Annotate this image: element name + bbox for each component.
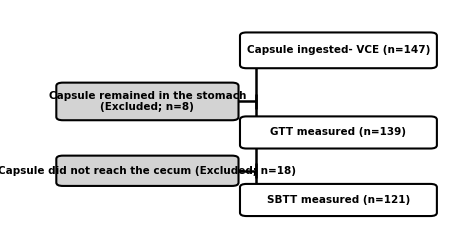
FancyBboxPatch shape <box>240 32 437 68</box>
FancyBboxPatch shape <box>240 116 437 149</box>
FancyBboxPatch shape <box>56 156 238 186</box>
Text: Capsule ingested- VCE (n=147): Capsule ingested- VCE (n=147) <box>247 45 430 55</box>
Text: Capsule did not reach the cecum (Excluded; n=18): Capsule did not reach the cecum (Exclude… <box>0 166 296 176</box>
Text: Capsule remained in the stomach
(Excluded; n=8): Capsule remained in the stomach (Exclude… <box>49 91 246 112</box>
FancyBboxPatch shape <box>240 184 437 216</box>
FancyBboxPatch shape <box>56 83 238 120</box>
Text: SBTT measured (n=121): SBTT measured (n=121) <box>267 195 410 205</box>
Text: GTT measured (n=139): GTT measured (n=139) <box>271 128 406 137</box>
